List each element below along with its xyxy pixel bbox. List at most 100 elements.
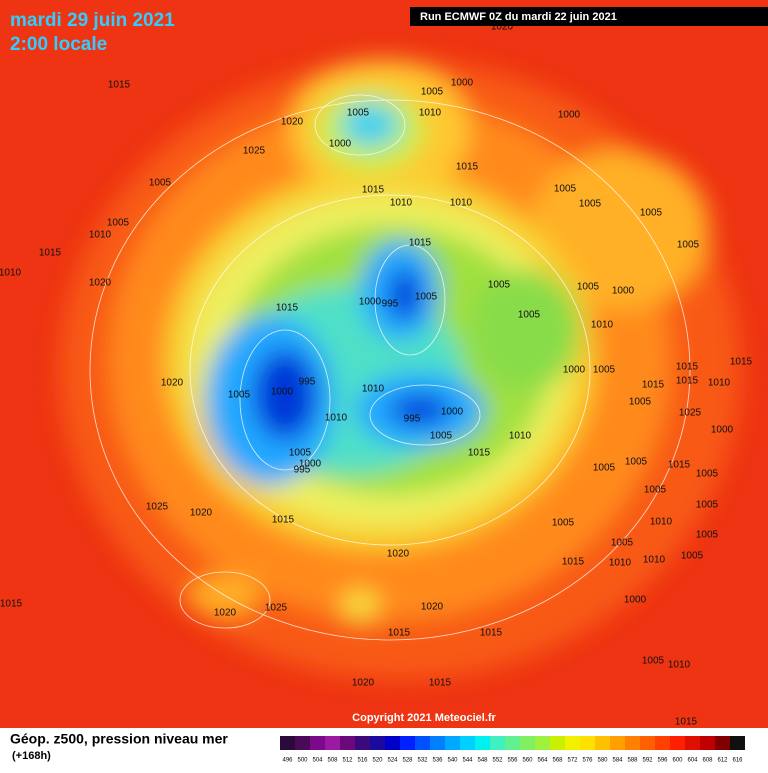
scale-label: 540	[447, 758, 458, 764]
isobar-label: 1010	[591, 320, 614, 331]
scale-swatch	[715, 736, 730, 750]
isobar-label: 1020	[214, 608, 237, 619]
isobar-label: 1005	[149, 178, 172, 189]
isobar-label: 1015	[675, 717, 698, 728]
scale-swatch	[385, 736, 400, 750]
scale-swatch	[685, 736, 700, 750]
isobar-label: 1010	[668, 660, 691, 671]
isobar-label: 1005	[421, 87, 444, 98]
scale-label: 568	[552, 758, 563, 764]
isobar-label: 1015	[642, 380, 665, 391]
isobar-label: 1015	[108, 80, 131, 91]
color-scale: 496 500 504 508 512 516 520 524 528 532 536 540 544 5…	[280, 736, 745, 764]
isobar-label: 1010	[708, 378, 731, 389]
scale-label: 524	[387, 758, 398, 764]
isobar-label: 995	[382, 299, 399, 310]
isobar-label: 995	[404, 414, 421, 425]
isobar-label: 1015	[0, 599, 23, 610]
isobar-label: 1020	[491, 22, 514, 33]
isobar-label: 1005	[488, 280, 511, 291]
isobar-label: 1015	[362, 185, 385, 196]
scale-swatch	[295, 736, 310, 750]
isobar-label: 1000	[624, 595, 647, 606]
scale-swatch	[430, 736, 445, 750]
isobar-label: 995	[299, 377, 316, 388]
isobar-label: 1005	[228, 390, 251, 401]
isobar-label: 1025	[679, 408, 702, 419]
scale-swatch	[415, 736, 430, 750]
scale-label: 528	[402, 758, 413, 764]
isobar-label: 1015	[480, 628, 503, 639]
isobar-label: 1010	[650, 517, 673, 528]
scale-label: 500	[297, 758, 308, 764]
isobar-label: 1005	[107, 218, 130, 229]
isobar-label: 1015	[429, 678, 452, 689]
scale-swatch	[610, 736, 625, 750]
scale-swatch	[625, 736, 640, 750]
isobar-label: 1005	[629, 397, 652, 408]
scale-swatch	[535, 736, 550, 750]
scale-label: 516	[357, 758, 368, 764]
isobar-label: 1015	[668, 460, 691, 471]
scale-label: 564	[537, 758, 548, 764]
run-info: Run ECMWF 0Z du mardi 22 juin 2021	[420, 11, 617, 23]
copyright: Copyright 2021 Meteociel.fr	[352, 712, 496, 724]
isobar-label: 1005	[593, 463, 616, 474]
isobar-label: 1015	[409, 238, 432, 249]
scale-swatch	[355, 736, 370, 750]
isobar-label: 1025	[243, 146, 266, 157]
scale-swatch	[595, 736, 610, 750]
scale-swatch	[325, 736, 340, 750]
scale-label: 616	[732, 758, 743, 764]
scale-label: 508	[327, 758, 338, 764]
scale-label: 576	[582, 758, 593, 764]
scale-label: 552	[492, 758, 503, 764]
scale-swatch	[505, 736, 520, 750]
scale-swatch	[370, 736, 385, 750]
isobar-label: 1005	[640, 208, 663, 219]
scale-swatch	[310, 736, 325, 750]
isobar-label: 1005	[518, 310, 541, 321]
local-time: 2:00 locale	[10, 34, 107, 55]
isobar-label: 1015	[456, 162, 479, 173]
isobar-label: 1000	[558, 110, 581, 121]
isobar-label: 1005	[644, 485, 667, 496]
isobar-label: 1000	[271, 387, 294, 398]
scale-label: 596	[657, 758, 668, 764]
field	[0, 0, 768, 728]
isobar-label: 1000	[563, 365, 586, 376]
isobar-label: 1020	[352, 678, 375, 689]
isobar-label: 1000	[299, 459, 322, 470]
scale-label: 580	[597, 758, 608, 764]
isobar-label: 1010	[450, 198, 473, 209]
scale-swatch	[655, 736, 670, 750]
isobar-label: 1020	[161, 378, 184, 389]
scale-label: 512	[342, 758, 353, 764]
isobar-label: 1005	[642, 656, 665, 667]
isobar-label: 1025	[265, 603, 288, 614]
isobar-label: 1000	[711, 425, 734, 436]
scale-swatch	[580, 736, 595, 750]
scale-label: 496	[282, 758, 293, 764]
isobar-label: 1020	[281, 117, 304, 128]
isobar-label: 1020	[190, 508, 213, 519]
scale-swatch	[340, 736, 355, 750]
scale-label: 520	[372, 758, 383, 764]
isobar-label: 1005	[677, 240, 700, 251]
scale-label: 560	[522, 758, 533, 764]
isobar-label: 1015	[388, 628, 411, 639]
isobar-label: 1005	[696, 500, 719, 511]
isobar-label: 1005	[611, 538, 634, 549]
scale-swatch	[400, 736, 415, 750]
isobar-label: 1015	[676, 362, 699, 373]
isobar-label: 1010	[89, 230, 112, 241]
isobar-label: 1005	[289, 448, 312, 459]
isobar-label: 1010	[509, 431, 532, 442]
scale-label: 588	[627, 758, 638, 764]
run-box	[410, 7, 768, 26]
scale-swatch	[280, 736, 295, 750]
isobar-label: 1010	[609, 558, 632, 569]
